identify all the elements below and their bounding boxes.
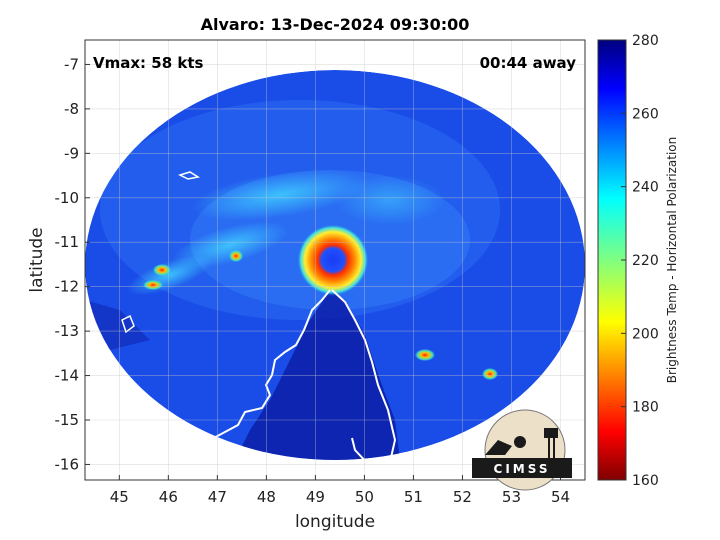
colorbar-label: Brightness Temp - Horizontal Polarizatio… <box>665 137 679 384</box>
colorbar-ticks: 280 260 240 220 200 180 160 <box>621 33 659 489</box>
logo-dish-icon <box>485 440 512 455</box>
x-tick-label: 52 <box>453 488 472 506</box>
y-axis-label: latitude <box>27 227 47 292</box>
colorbar-tick-label: 180 <box>632 400 659 416</box>
logo-tower-tank-icon <box>544 428 558 438</box>
away-annotation: 00:44 away <box>480 54 577 72</box>
storm-eye <box>297 224 369 296</box>
y-tick-label: -15 <box>55 411 80 429</box>
y-tick-label: -7 <box>64 55 79 73</box>
y-tick-label: -16 <box>55 455 80 473</box>
coastline-island <box>331 289 397 468</box>
cimss-logo: CIMSS <box>472 409 572 491</box>
logo-dish-dot-icon <box>514 436 526 448</box>
x-tick-label: 54 <box>551 488 570 506</box>
colorbar-tick-label: 260 <box>632 106 659 122</box>
x-tick-label: 53 <box>502 488 521 506</box>
grid <box>85 40 585 480</box>
axes-box <box>84 39 586 481</box>
logo-banner <box>472 458 572 478</box>
y-tick-label: -11 <box>55 233 80 251</box>
coastline-islet-west <box>121 314 135 334</box>
x-tick-label: 48 <box>257 488 276 506</box>
colorbar-tick-label: 160 <box>632 473 659 489</box>
y-tick-label: -8 <box>64 100 79 118</box>
coastline-mainland <box>94 289 331 479</box>
colorbar-tick-label: 220 <box>632 253 659 269</box>
x-axis-label: longitude <box>295 512 375 532</box>
chart-title: Alvaro: 13-Dec-2024 09:30:00 <box>201 15 470 34</box>
x-tick-label: 47 <box>208 488 227 506</box>
colorbar-tick-label: 280 <box>632 33 659 49</box>
y-tick-label: -9 <box>64 144 79 162</box>
y-tick-label: -14 <box>55 367 80 385</box>
x-tick-label: 51 <box>404 488 423 506</box>
x-tick-label: 50 <box>355 488 374 506</box>
colorbar-tick-label: 200 <box>632 326 659 342</box>
y-tick-label: -12 <box>55 278 80 296</box>
y-tick-label: -13 <box>55 322 80 340</box>
colorbar-tick-label: 240 <box>632 180 659 196</box>
coastline-islet <box>177 171 200 180</box>
x-tick-label: 45 <box>110 488 129 506</box>
y-ticks: -7 -8 -9 -10 -11 -12 -13 -14 -15 -16 <box>55 55 90 473</box>
swath-image <box>85 70 585 479</box>
x-tick-label: 49 <box>306 488 325 506</box>
x-tick-label: 46 <box>159 488 178 506</box>
vmax-annotation: Vmax: 58 kts <box>93 54 203 72</box>
y-tick-label: -10 <box>55 189 80 207</box>
logo-text: CIMSS <box>494 462 551 476</box>
